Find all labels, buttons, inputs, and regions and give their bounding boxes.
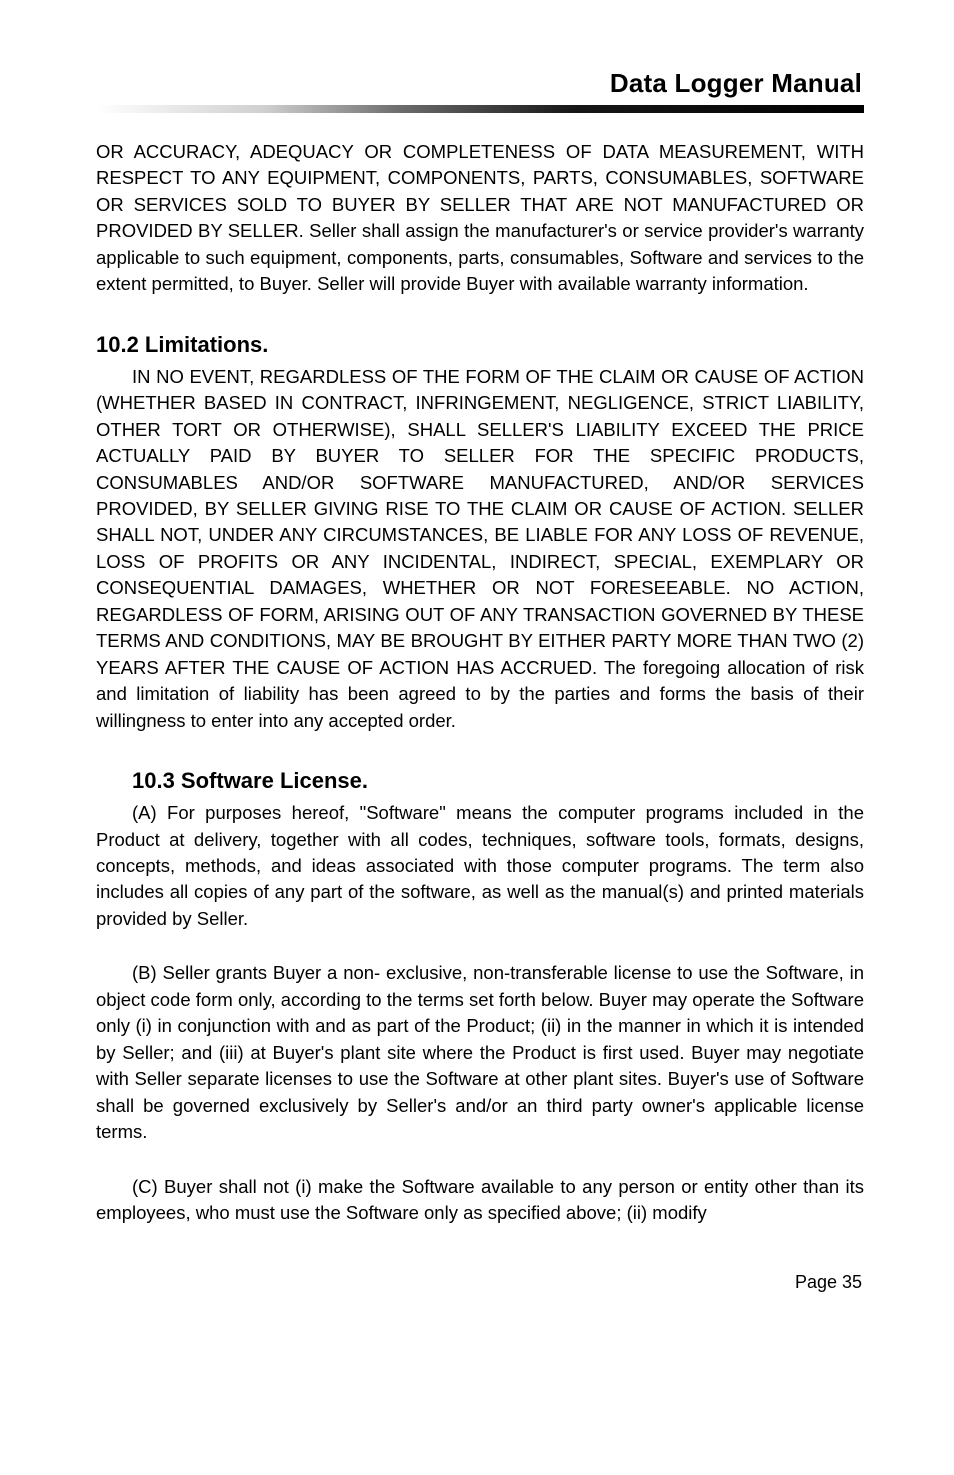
section-body-limitations: IN NO EVENT, REGARDLESS OF THE FORM OF T…	[96, 364, 864, 734]
page-number: Page 35	[96, 1272, 864, 1293]
software-paragraph-b: (B) Seller grants Buyer a non- exclusive…	[96, 960, 864, 1145]
document-title: Data Logger Manual	[96, 68, 864, 99]
body-paragraph-continuation: OR ACCURACY, ADEQUACY OR COMPLETENESS OF…	[96, 139, 864, 298]
section-heading-limitations: 10.2 Limitations.	[96, 332, 864, 358]
software-paragraph-c: (C) Buyer shall not (i) make the Softwar…	[96, 1174, 864, 1227]
page-header: Data Logger Manual	[96, 68, 864, 113]
title-rule-gradient	[96, 105, 864, 113]
section-heading-software-license: 10.3 Software License.	[96, 768, 864, 794]
title-rule	[96, 105, 864, 113]
software-paragraph-a: (A) For purposes hereof, "Software" mean…	[96, 800, 864, 932]
